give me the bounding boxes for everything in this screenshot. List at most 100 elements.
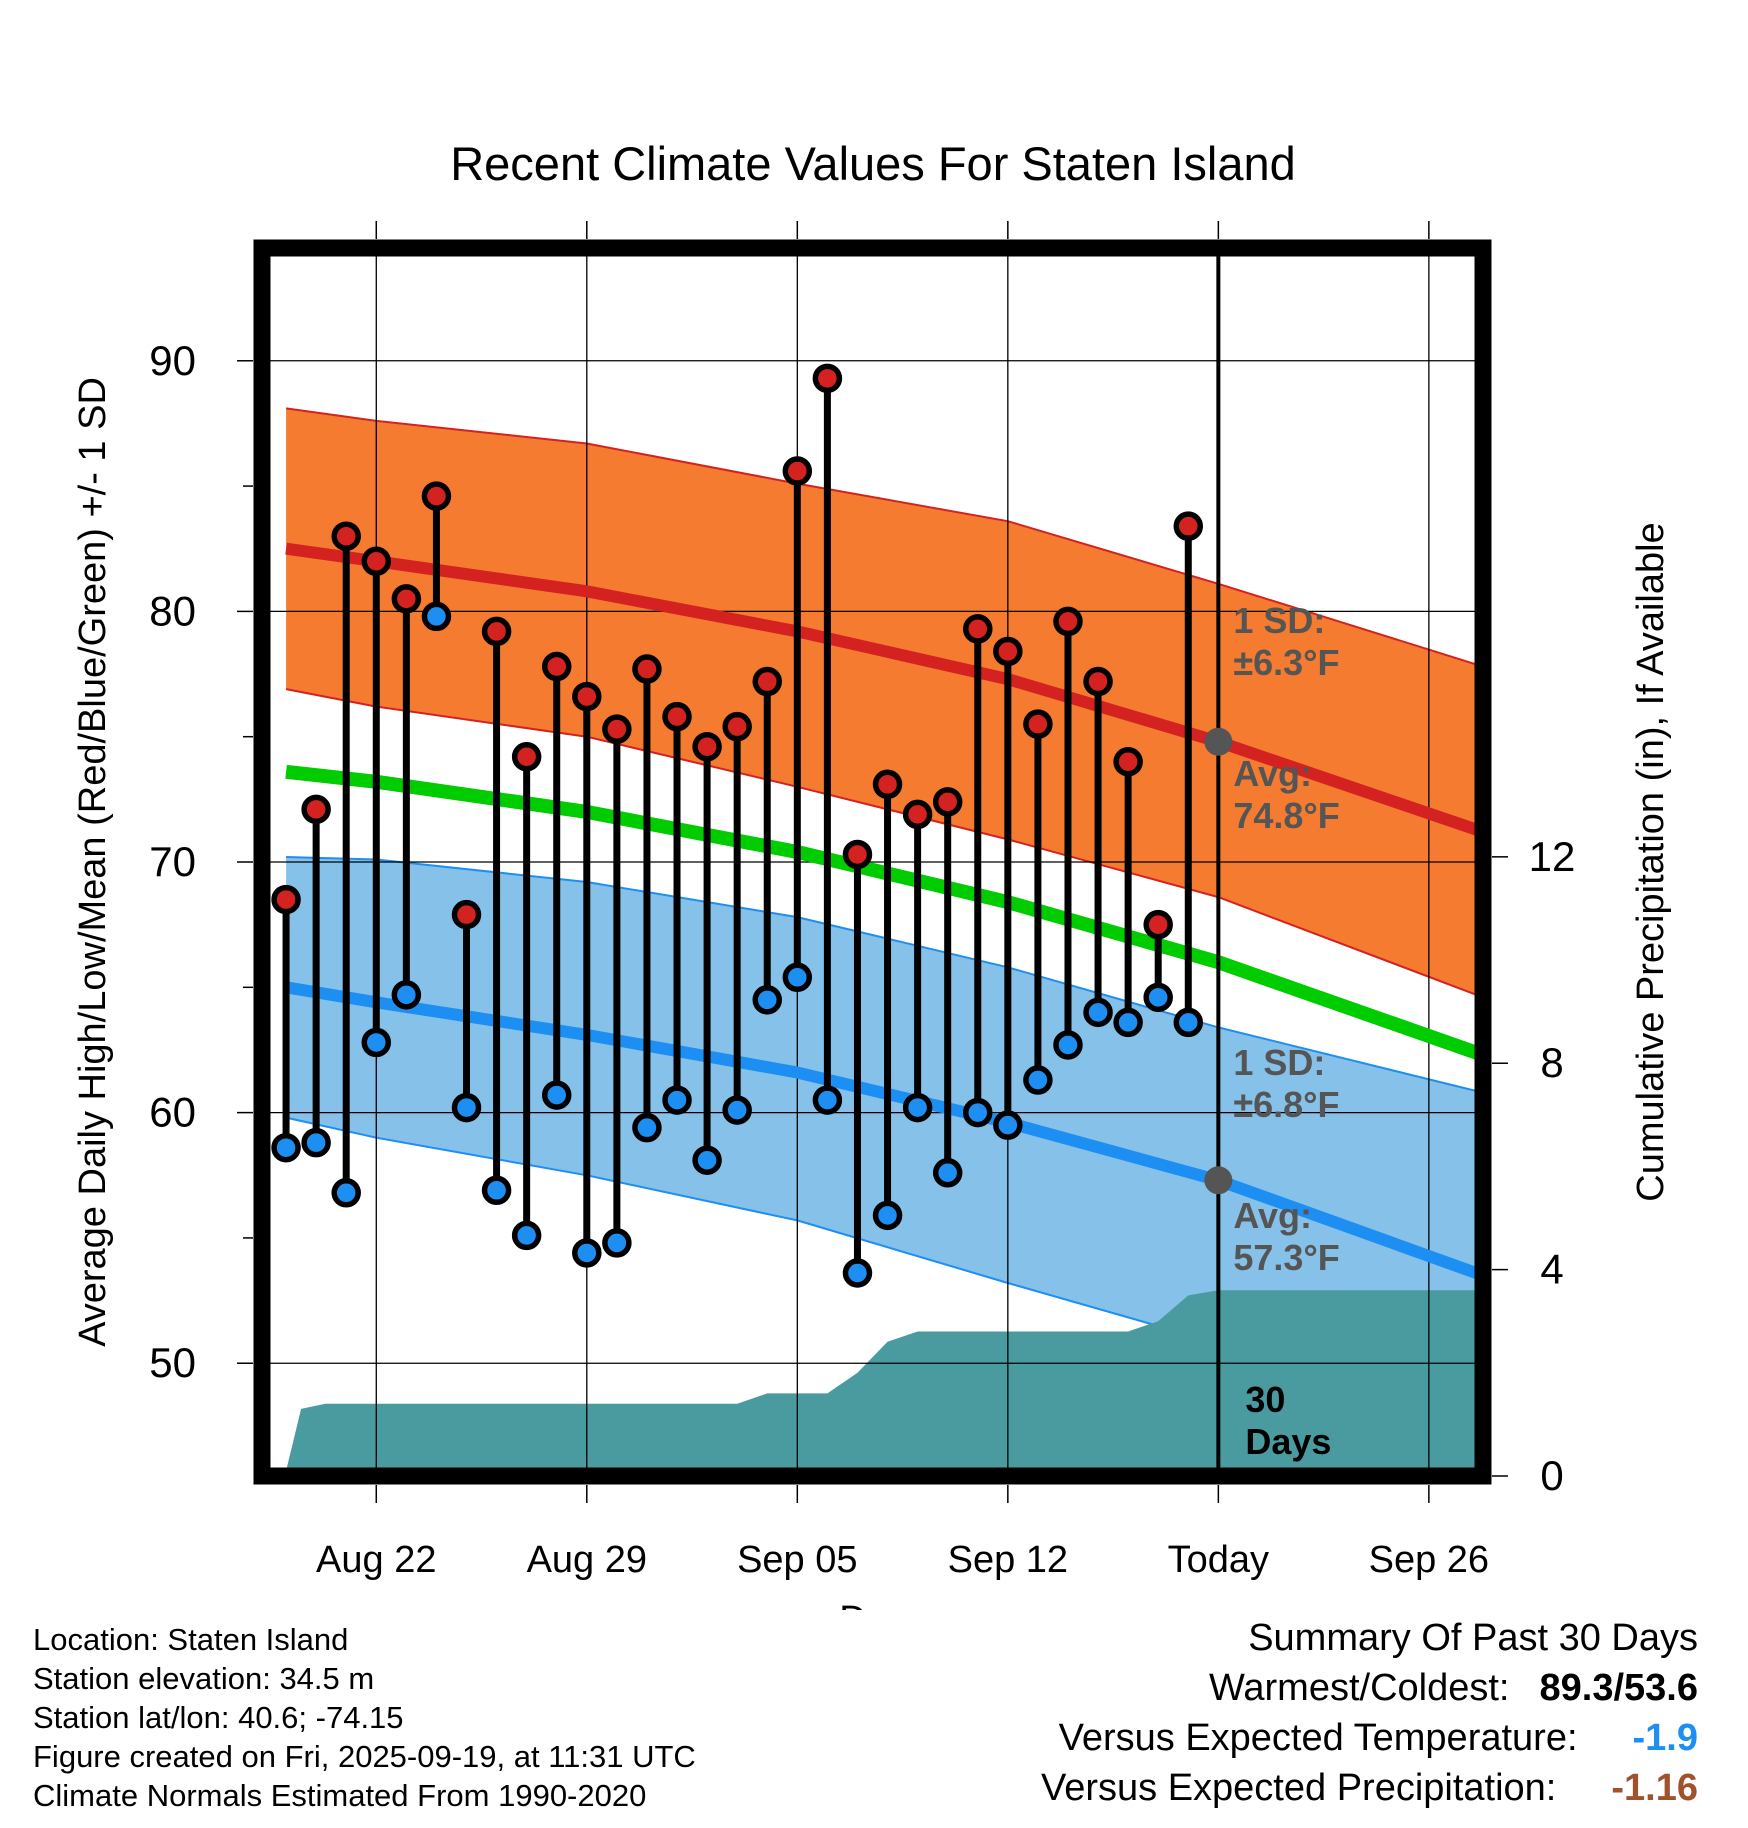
y2-axis-label: Cumulative Precipitation (in), If Availa… [1630, 522, 1672, 1201]
daily-low-point [662, 1085, 692, 1115]
daily-low-point [1023, 1065, 1053, 1095]
daily-high-point [782, 456, 813, 486]
location-text: Location: Staten Island [33, 1622, 349, 1657]
plot-border [253, 239, 1492, 1485]
daily-low-point [331, 1178, 361, 1208]
station-info: Location: Staten Island Station elevatio… [33, 1620, 696, 1815]
precip-period-annotation: Days [1245, 1421, 1331, 1462]
daily-low-point [842, 1258, 873, 1288]
daily-low-point [812, 1085, 843, 1115]
daily-low-point [541, 1080, 572, 1110]
daily-high-point [1113, 747, 1143, 777]
daily-low-point [722, 1095, 752, 1125]
daily-high-point [1173, 511, 1204, 541]
daily-low-point [1083, 997, 1113, 1028]
warmest-value: 89.3 [1539, 1667, 1614, 1709]
daily-low-point [932, 1158, 963, 1188]
daily-low-point [782, 962, 813, 993]
daily-low-point [1143, 982, 1173, 1013]
chart-title: Recent Climate Values For Staten Island [450, 137, 1296, 190]
normals-text: Climate Normals Estimated From 1990-2020 [33, 1778, 647, 1813]
axes: 50 60 70 80 90 0 4 8 12 Aug 22 Aug 29 Sep 05 Sep 12 T… [149, 221, 1575, 1581]
daily-low-point [872, 1200, 903, 1231]
daily-high-point [902, 799, 933, 830]
high-sd-annotation: 1 SD: [1233, 600, 1325, 641]
precip-vs-expected-value: -1.16 [1611, 1767, 1698, 1809]
daily-high-point [1053, 606, 1083, 637]
daily-low-point [481, 1175, 512, 1206]
daily-high-point [722, 711, 752, 742]
daily-low-point [993, 1110, 1023, 1140]
y2-tick-label: 8 [1540, 1039, 1563, 1086]
warm-cold-row: Warmest/Coldest: 89.3/53.6 [1041, 1663, 1698, 1713]
warm-cold-separator: / [1613, 1667, 1625, 1709]
summary-panel: Summary Of Past 30 Days Warmest/Coldest:… [1041, 1613, 1698, 1813]
coldest-value: 53.6 [1624, 1667, 1698, 1709]
high-avg-annotation: Avg: [1233, 753, 1312, 794]
daily-low-point [301, 1127, 331, 1158]
latlon-text: Station lat/lon: 40.6; -74.15 [33, 1700, 404, 1735]
daily-high-point [421, 481, 452, 511]
x-axis-label: Day [839, 1599, 907, 1610]
daily-low-point [271, 1132, 301, 1163]
y2-tick-label: 12 [1529, 833, 1576, 880]
daily-low-point [632, 1112, 662, 1143]
x-tick-label: Sep 05 [737, 1539, 857, 1581]
daily-low-point [902, 1092, 933, 1123]
daily-low-point [421, 601, 452, 632]
high-sd-annotation: ±6.3°F [1233, 642, 1339, 683]
y-tick-label: 70 [149, 838, 196, 885]
high-avg-annotation: 74.8°F [1233, 795, 1339, 836]
daily-low-point [511, 1220, 542, 1251]
high-sd-band [286, 408, 1483, 998]
daily-high-point [572, 681, 602, 712]
daily-low-point [451, 1092, 482, 1123]
daily-high-point [271, 884, 301, 915]
daily-low-point [752, 985, 782, 1015]
x-tick-label: Aug 22 [316, 1539, 436, 1581]
daily-low-point [391, 980, 422, 1010]
warm-cold-label: Warmest/Coldest: [1208, 1667, 1510, 1709]
created-text: Figure created on Fri, 2025-09-19, at 11… [33, 1739, 696, 1774]
y-tick-label: 90 [149, 337, 196, 384]
x-tick-label: Sep 12 [948, 1539, 1068, 1581]
temp-vs-expected-value: -1.9 [1632, 1717, 1698, 1759]
daily-low-point [1053, 1030, 1083, 1060]
daily-high-point [481, 616, 512, 647]
low-sd-annotation: 1 SD: [1233, 1042, 1325, 1083]
x-tick-label: Aug 29 [527, 1539, 647, 1581]
daily-high-point [511, 741, 542, 772]
daily-high-point [632, 654, 662, 684]
x-tick-label: Today [1168, 1539, 1269, 1581]
daily-high-point [541, 651, 572, 682]
y-tick-label: 80 [149, 587, 196, 634]
today-high-normal-marker [1204, 727, 1233, 756]
daily-high-point [1143, 909, 1173, 940]
summary-title: Summary Of Past 30 Days [1248, 1617, 1698, 1659]
precip-area [286, 1290, 1483, 1476]
precip-vs-expected-label: Versus Expected Precipitation: [1040, 1767, 1557, 1809]
daily-high-point [391, 584, 422, 614]
elevation-text: Station elevation: 34.5 m [33, 1661, 375, 1696]
daily-high-point [331, 521, 361, 551]
daily-high-point [662, 701, 692, 732]
daily-high-point [993, 636, 1023, 667]
daily-low-point [361, 1027, 392, 1058]
precip-vs-expected-row: Versus Expected Precipitation: -1.16 [1041, 1763, 1698, 1813]
daily-high-point [692, 731, 722, 762]
temp-vs-expected-label: Versus Expected Temperature: [1058, 1717, 1578, 1759]
y-tick-label: 50 [149, 1339, 196, 1386]
daily-low-point [602, 1228, 632, 1258]
climate-chart: Recent Climate Values For Staten Island … [72, 137, 1672, 1610]
plot-frame [253, 239, 1492, 1485]
low-avg-annotation: Avg: [1233, 1195, 1312, 1236]
daily-high-point [752, 666, 782, 697]
daily-low-point [963, 1097, 993, 1128]
daily-high-point [842, 839, 873, 870]
daily-high-point [1023, 709, 1053, 739]
low-avg-annotation: 57.3°F [1233, 1237, 1339, 1278]
daily-high-point [872, 769, 903, 800]
y2-tick-label: 4 [1540, 1246, 1563, 1293]
y-tick-label: 60 [149, 1089, 196, 1136]
